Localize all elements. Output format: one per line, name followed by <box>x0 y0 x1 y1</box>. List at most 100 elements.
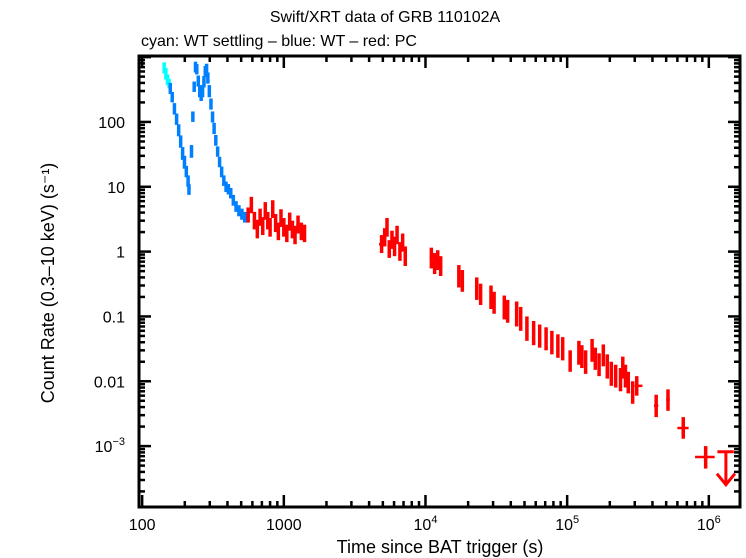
data-point <box>172 103 177 115</box>
data-point <box>299 222 304 241</box>
data-point <box>178 135 183 148</box>
data-point <box>609 361 614 386</box>
data-point <box>601 344 606 367</box>
data-point <box>626 371 631 394</box>
upper-limit-arrow <box>715 450 737 488</box>
series-pc-upper-limit <box>715 450 737 488</box>
data-point <box>240 208 244 220</box>
data-point <box>457 265 461 288</box>
data-point <box>474 277 479 300</box>
data-point <box>215 146 220 157</box>
data-point <box>273 214 278 233</box>
data-point <box>580 345 584 369</box>
data-point <box>285 224 289 243</box>
data-point <box>207 85 212 98</box>
data-point <box>525 316 529 341</box>
data-point <box>180 147 185 160</box>
data-point <box>170 91 174 103</box>
data-point <box>382 228 387 247</box>
data-point <box>478 283 483 306</box>
data-point <box>237 205 241 217</box>
data-point <box>605 354 610 379</box>
data-point <box>192 81 196 92</box>
data-point <box>695 446 715 469</box>
x-axis-label: Time since BAT trigger (s) <box>337 537 544 557</box>
x-tick-label: 106 <box>697 514 721 534</box>
data-point <box>270 200 275 218</box>
data-point <box>210 111 215 123</box>
data-point <box>387 240 392 258</box>
data-point <box>249 196 254 214</box>
data-point <box>429 247 434 269</box>
data-point <box>489 285 493 310</box>
data-point <box>460 270 465 292</box>
data-point <box>577 340 581 365</box>
data-point <box>296 215 300 234</box>
y-tick-label: 1 <box>116 245 125 262</box>
data-point <box>395 225 399 245</box>
data-point <box>252 211 257 230</box>
data-point <box>583 350 588 374</box>
data-point <box>590 338 594 362</box>
data-point <box>222 175 226 186</box>
data-point <box>258 208 262 226</box>
data-point <box>206 72 210 84</box>
y-axis: 100 10 1 0.1 0.01 10−3 <box>94 55 740 493</box>
x-tick-label: 105 <box>555 514 579 534</box>
data-point <box>263 202 268 220</box>
x-tick-label: 104 <box>414 514 438 534</box>
data-point <box>176 124 181 137</box>
x-tick-label: 1000 <box>266 517 302 534</box>
data-point <box>618 368 623 392</box>
data-point <box>514 301 519 327</box>
data-point <box>168 82 173 94</box>
data-point <box>438 256 443 277</box>
plot-frame <box>137 54 742 509</box>
data-point <box>276 222 281 241</box>
data-point <box>505 299 510 323</box>
data-point <box>537 324 542 348</box>
data-point <box>597 353 601 377</box>
data-point <box>630 381 635 404</box>
y-tick-label: 0.01 <box>94 374 125 391</box>
data-point <box>293 225 297 245</box>
data-point <box>260 217 265 236</box>
data-point <box>568 350 572 372</box>
y-tick-label: 100 <box>98 115 125 132</box>
series-wt <box>168 61 247 223</box>
data-point <box>246 207 250 223</box>
data-point <box>556 334 560 358</box>
chart-subtitle: cyan: WT settling – blue: WT – red: PC <box>141 33 417 50</box>
data-point <box>191 111 195 122</box>
data-point <box>287 212 292 231</box>
data-point <box>550 330 554 355</box>
data-point <box>398 242 402 261</box>
data-point <box>282 217 286 237</box>
data-point <box>435 250 440 271</box>
data-point <box>219 166 224 178</box>
data-point <box>184 165 189 178</box>
data-point <box>189 145 194 158</box>
data-point <box>593 347 598 370</box>
data-point <box>202 76 206 88</box>
data-point <box>268 217 272 237</box>
data-point <box>279 209 283 227</box>
y-tick-label: 10−3 <box>95 436 125 456</box>
data-point <box>187 184 191 195</box>
x-axis: 100 1000 104 105 106 <box>129 56 721 534</box>
data-point <box>209 98 213 110</box>
data-point <box>653 394 659 418</box>
data-point <box>666 389 670 411</box>
data-point <box>403 246 408 266</box>
data-point <box>217 156 222 168</box>
data-point <box>214 134 218 146</box>
x-tick-label: 100 <box>129 517 156 534</box>
data-point <box>174 113 179 125</box>
data-point <box>544 327 548 351</box>
data-point <box>634 376 643 396</box>
data-point <box>531 321 536 346</box>
data-point <box>243 211 247 223</box>
series-wt-settling <box>162 62 171 89</box>
data-point <box>182 155 187 169</box>
